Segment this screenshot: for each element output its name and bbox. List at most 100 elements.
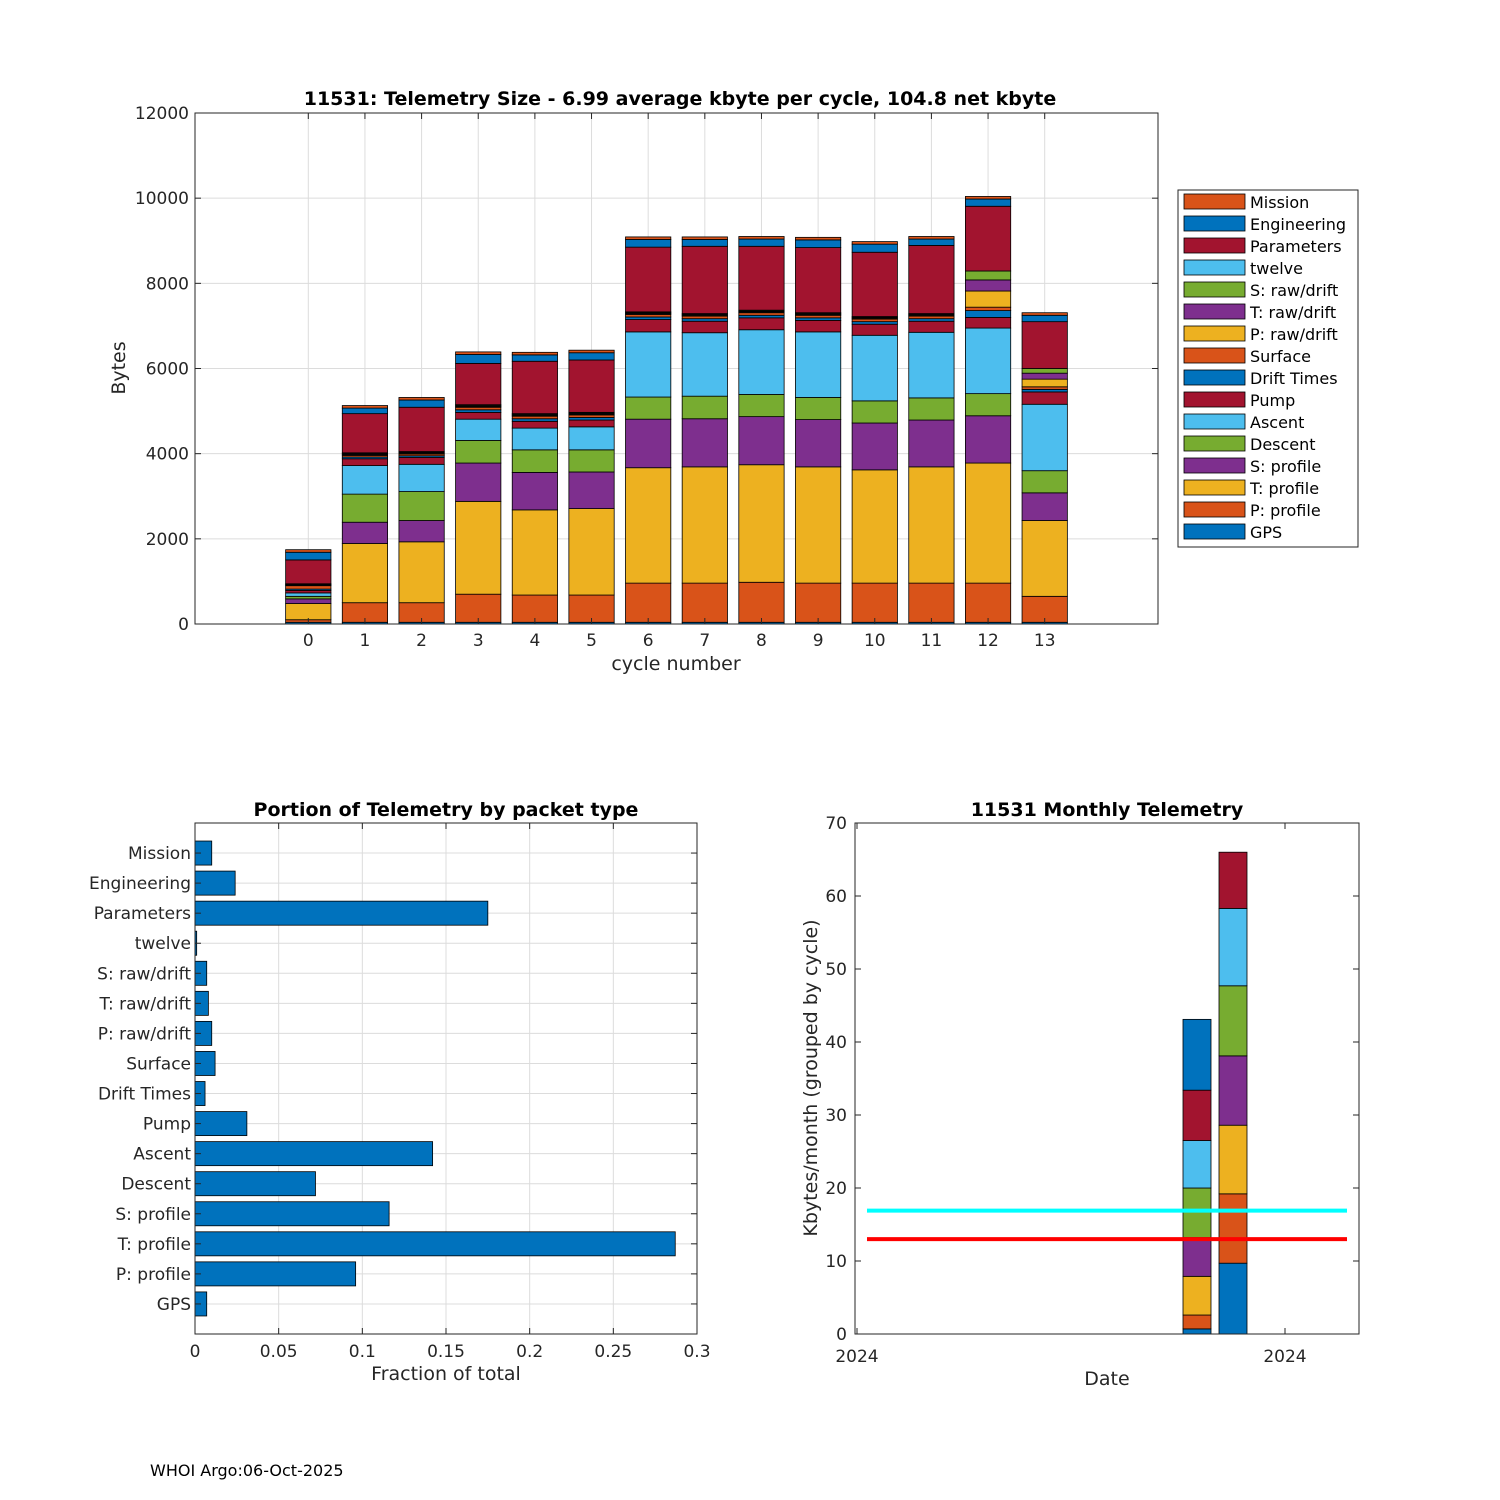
portion-ytick-label: Parameters [94,904,191,924]
monthly-xtick-label: 2024 [835,1347,878,1367]
telemetry-bar-segment [908,466,955,584]
portion-xtick-label: 0.25 [594,1342,632,1362]
telemetry-bar-segment [908,582,955,623]
telemetry-bar-segment [625,418,672,469]
telemetry-bar-segment [398,397,445,401]
portion-bar [194,1231,676,1257]
telemetry-bar-segment [511,360,558,415]
monthly-ytick-label: 60 [825,887,847,907]
monthly-xtick-label: 2024 [1263,1347,1306,1367]
monthly-ytick-label: 0 [836,1325,847,1345]
telemetry-size-chart: 11531: Telemetry Size - 6.99 average kby… [108,88,1359,675]
telemetry-bar-segment [398,491,445,521]
monthly-bar-segment [1182,1140,1212,1189]
monthly-xlabel: Date [1084,1368,1129,1390]
portion-title: Portion of Telemetry by packet type [254,799,639,821]
telemetry-bar-segment [795,419,842,468]
portion-ytick-label: Ascent [133,1145,191,1165]
telemetry-bar-segment [738,245,785,311]
telemetry-bar-segment [851,469,898,584]
telemetry-bar-segment [681,236,728,240]
telemetry-bar-segment [341,405,388,409]
monthly-bar-segment [1182,1089,1212,1141]
monthly-bar-segment [1182,1187,1212,1239]
legend-swatch [1183,215,1246,232]
telemetry-bar-segment [568,449,615,473]
telemetry-size-xtick-label: 13 [1034,631,1056,651]
portion-xtick-label: 0.2 [516,1342,543,1362]
telemetry-size-xtick-label: 8 [756,631,767,651]
telemetry-bar-segment [738,581,785,623]
portion-ytick-label: twelve [135,934,191,954]
portion-bar [194,1141,434,1167]
telemetry-bar-segment [851,251,898,317]
legend-entry: Surface [1250,347,1311,366]
telemetry-size-xtick-label: 11 [921,631,943,651]
telemetry-bar-segment [681,320,728,334]
telemetry-bar-segment [795,236,842,241]
legend-entry: Parameters [1250,237,1342,256]
portion-xtick-label: 0.3 [683,1342,710,1362]
telemetry-bar-segment [511,351,558,356]
telemetry-bar-segment [965,279,1012,292]
telemetry-bar-segment [795,331,842,398]
telemetry-size-xlabel: cycle number [611,653,740,675]
portion-ytick-label: P: profile [116,1265,191,1285]
legend-swatch [1183,391,1246,408]
telemetry-size-ytick-label: 2000 [146,530,189,550]
telemetry-bar-segment [455,462,502,502]
telemetry-bar-segment [455,500,502,595]
telemetry-bar-segment [398,463,445,492]
telemetry-bar-segment [568,349,615,354]
monthly-ytick-label: 20 [825,1179,847,1199]
legend-entry: Drift Times [1250,369,1338,388]
legend-swatch [1183,281,1246,298]
telemetry-bar-segment [851,422,898,471]
legend-entry: T: profile [1249,479,1319,498]
telemetry-bar-segment [398,406,445,452]
telemetry-bar-segment [965,393,1012,417]
monthly-bar-segment [1218,851,1248,909]
telemetry-bar-segment [341,543,388,604]
telemetry-bar-segment [908,320,955,333]
monthly-bar-segment [1182,1275,1212,1316]
legend-swatch [1183,479,1246,496]
telemetry-bar-segment [908,331,955,399]
telemetry-bar-segment [568,471,615,509]
portion-bar [194,1111,248,1137]
portion-ytick-label: Drift Times [98,1085,191,1105]
monthly-bar-segment [1182,1328,1212,1335]
telemetry-bar-segment [285,585,332,590]
portion-ytick-label: T: profile [117,1235,191,1255]
telemetry-bar-segment [1021,391,1068,405]
telemetry-bar-segment [908,236,955,240]
telemetry-bar-segment [285,551,332,561]
telemetry-bar-segment [1021,314,1068,323]
portion-ytick-label: Surface [126,1054,191,1074]
telemetry-bar-segment [681,395,728,420]
telemetry-bar-segment [1021,321,1068,369]
telemetry-size-xtick-label: 12 [977,631,999,651]
telemetry-bar-segment [455,354,502,364]
portion-ytick-label: T: raw/drift [98,994,191,1014]
telemetry-bar-segment [285,598,332,604]
telemetry-bar-segment [851,400,898,424]
telemetry-bar-segment [738,238,785,247]
telemetry-bar-segment [1021,312,1068,316]
legend-swatch [1183,457,1246,474]
telemetry-bar-segment [625,319,672,333]
legend-entry: T: raw/drift [1249,303,1336,322]
telemetry-bar-segment [965,196,1012,200]
telemetry-bar-segment [738,464,785,583]
telemetry-size-xtick-label: 7 [699,631,710,651]
telemetry-bar-segment [398,457,445,465]
legend-swatch [1183,523,1246,540]
portion-chart: Portion of Telemetry by packet type Miss… [89,799,711,1385]
telemetry-size-ytick-label: 4000 [146,445,189,465]
telemetry-bar-segment [341,458,388,466]
portion-ytick-label: GPS [157,1295,191,1315]
monthly-axes-box [854,822,1360,1335]
legend-swatch [1183,193,1246,210]
monthly-bar-segment [1182,1237,1212,1277]
telemetry-bar-segment [568,419,615,428]
